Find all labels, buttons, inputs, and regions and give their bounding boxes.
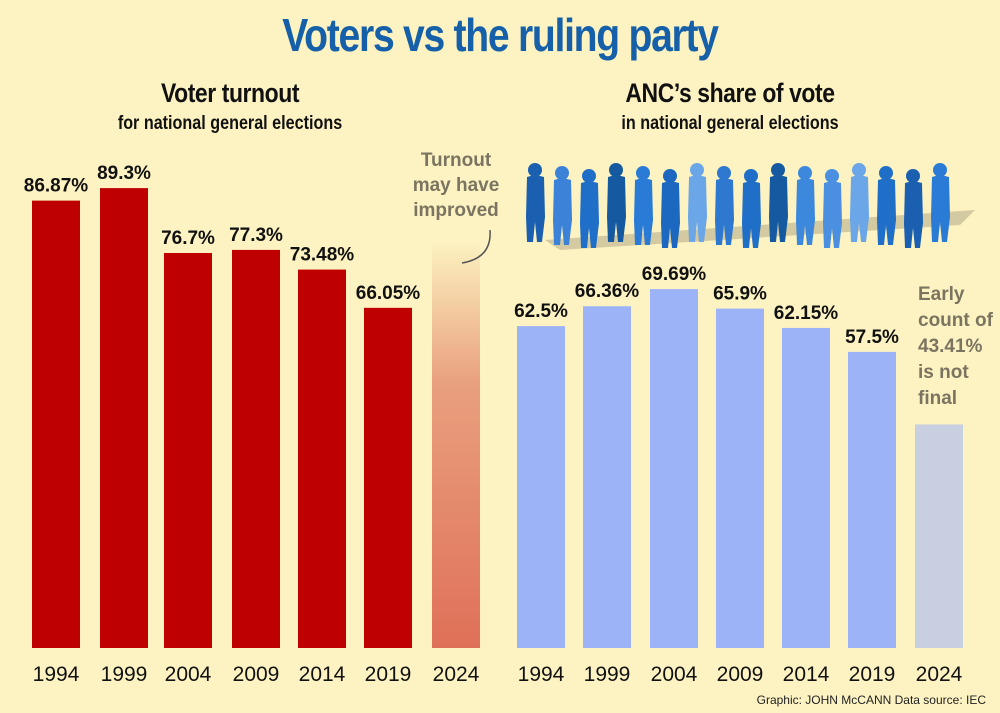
- data-label: 66.36%: [575, 281, 640, 302]
- turnout-bar-2014: [298, 269, 346, 648]
- year-tick-label: 2009: [233, 663, 280, 686]
- queue-silhouettes-icon: [526, 163, 975, 250]
- anc-subtitle: in national general elections: [621, 113, 839, 134]
- anc-annotation: Early: [918, 284, 965, 305]
- turnout-annotation: Turnout: [421, 150, 492, 171]
- turnout-bar-1994: [32, 200, 80, 648]
- turnout-annotation: may have: [413, 175, 500, 196]
- anc-bar-2024: [915, 424, 963, 648]
- anc-annotation: is not: [918, 362, 969, 383]
- anc-bar-2004: [650, 289, 698, 648]
- year-tick-label: 2004: [165, 663, 212, 686]
- turnout-heading: Voter turnout for national general elect…: [35, 78, 426, 135]
- data-label: 77.3%: [229, 225, 283, 246]
- anc-bar-2014: [782, 327, 830, 648]
- anc-annotation: count of: [918, 310, 994, 331]
- turnout-bar-1999: [100, 188, 148, 649]
- year-tick-label: 2014: [299, 663, 346, 686]
- anc-bar-1999: [583, 306, 631, 648]
- data-label: 57.5%: [845, 327, 899, 348]
- data-label: 76.7%: [161, 228, 215, 249]
- anc-heading: ANC’s share of vote in national general …: [526, 78, 934, 135]
- anc-bar-2019: [848, 351, 896, 648]
- turnout-bar-2024: [432, 240, 480, 648]
- turnout-bar-2009: [232, 249, 280, 648]
- turnout-subtitle: for national general elections: [117, 113, 343, 134]
- data-label: 62.15%: [774, 303, 839, 324]
- data-label: 86.87%: [24, 176, 89, 197]
- credit: Graphic: JOHN McCANN Data source: IEC: [756, 693, 986, 707]
- year-tick-label: 2019: [365, 663, 412, 686]
- data-label: 65.9%: [713, 284, 767, 305]
- year-tick-label: 1999: [101, 663, 148, 686]
- data-label: 69.69%: [642, 264, 707, 285]
- annotation-pointer: [461, 229, 491, 264]
- anc-bar-2009: [716, 308, 764, 648]
- year-tick-label: 2009: [717, 663, 764, 686]
- year-tick-label: 2014: [783, 663, 830, 686]
- year-tick-label: 2004: [651, 663, 698, 686]
- data-label: 62.5%: [514, 301, 568, 322]
- data-label: 73.48%: [290, 245, 355, 266]
- anc-annotation: final: [918, 388, 957, 409]
- year-tick-label: 2024: [916, 663, 963, 686]
- year-tick-label: 1994: [518, 663, 565, 686]
- year-tick-label: 2024: [433, 663, 480, 686]
- page-title: Voters vs the ruling party: [282, 9, 719, 61]
- year-tick-label: 1999: [584, 663, 631, 686]
- year-tick-label: 2019: [849, 663, 896, 686]
- turnout-annotation: improved: [413, 200, 499, 221]
- turnout-bar-2004: [164, 252, 212, 648]
- data-label: 89.3%: [97, 163, 151, 184]
- turnout-bar-2019: [364, 307, 412, 648]
- turnout-title: Voter turnout: [160, 78, 300, 108]
- anc-annotation: 43.41%: [918, 336, 983, 357]
- year-tick-label: 1994: [33, 663, 80, 686]
- anc-title: ANC’s share of vote: [625, 78, 835, 108]
- data-label: 66.05%: [356, 283, 421, 304]
- anc-bar-1994: [517, 326, 565, 648]
